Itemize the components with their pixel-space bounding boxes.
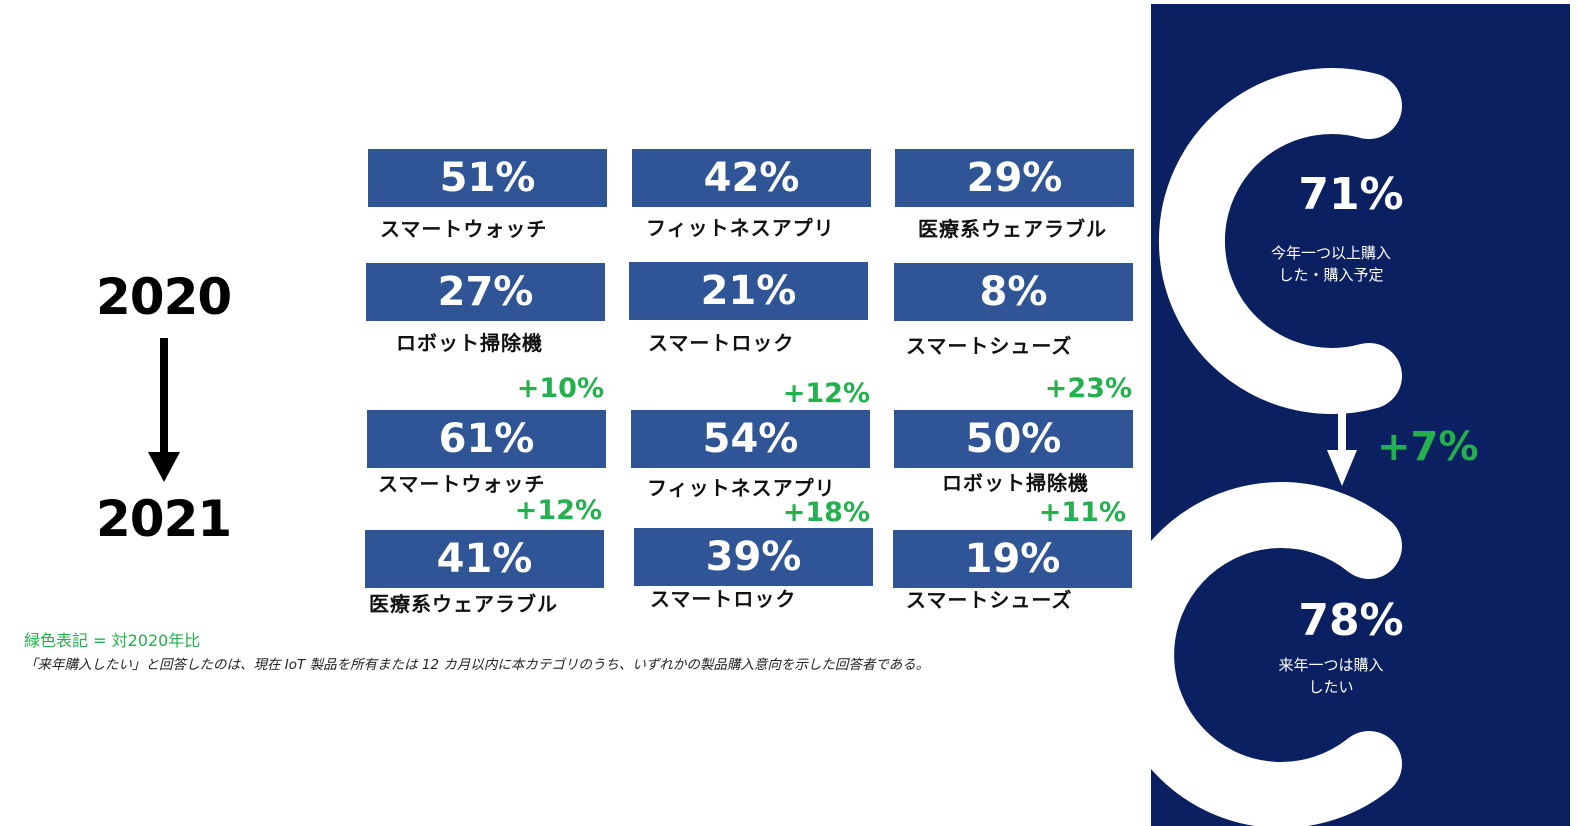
- summary-rings: [1151, 68, 1402, 826]
- tile-2021-smartwatch-label: スマートウォッチ: [378, 472, 546, 496]
- tile-2021-smartwatch-value: 61%: [367, 410, 606, 468]
- tile-2021-smart-lock-label: スマートロック: [650, 587, 797, 611]
- tile-2020-robot-vacuum-label: ロボット掃除機: [396, 331, 543, 355]
- tile-2020-smart-shoes-value: 8%: [894, 263, 1133, 321]
- tile-2021-robot-vacuum-label: ロボット掃除機: [942, 471, 1089, 495]
- year-arrow-shaft: [160, 338, 168, 458]
- tile-2020-smart-lock-value: 21%: [629, 262, 868, 320]
- tile-2020-smart-shoes-label: スマートシューズ: [906, 334, 1073, 358]
- tile-2021-robot-vacuum-value: 50%: [894, 410, 1133, 468]
- footnote: 「来年購入したい」と回答したのは、現在 IoT 製品を所有または 12 カ月以内…: [24, 657, 930, 673]
- tile-2020-fitness-app-value: 42%: [632, 149, 871, 207]
- tile-2021-fitness-app-label: フィットネスアプリ: [647, 476, 836, 500]
- top-ring-value: 71%: [1298, 169, 1404, 220]
- tile-2020-medical-wearable-label: 医療系ウェアラブル: [918, 217, 1107, 241]
- delta-2021-smartwatch: +10%: [516, 373, 604, 404]
- tile-2021-medical-wearable-value: 41%: [365, 530, 604, 588]
- tile-2020-fitness-app-label: フィットネスアプリ: [646, 216, 835, 240]
- delta-2021-smart-lock: +18%: [782, 497, 870, 528]
- tile-2020-smartwatch-label: スマートウォッチ: [380, 217, 548, 241]
- delta-2021-fitness-app: +12%: [782, 378, 870, 409]
- top-ring-caption-line1: 今年一つ以上購入: [1270, 244, 1391, 262]
- panel-change: +7%: [1377, 424, 1479, 470]
- tile-2021-smart-lock-value: 39%: [634, 528, 873, 586]
- tile-2021-smart-shoes-label: スマートシューズ: [906, 588, 1073, 612]
- bottom-ring-arc-icon: [1151, 482, 1402, 826]
- year-arrow-head-icon: [148, 452, 180, 482]
- panel-arrow-head-icon: [1327, 450, 1357, 486]
- tile-2020-smartwatch-value: 51%: [368, 149, 607, 207]
- tile-2021-medical-wearable-label: 医療系ウェアラブル: [369, 592, 558, 616]
- bottom-ring-value: 78%: [1298, 595, 1404, 646]
- tile-2020-robot-vacuum-value: 27%: [366, 263, 605, 321]
- delta-2021-smart-shoes: +11%: [1038, 497, 1126, 528]
- tile-2020-smart-lock-label: スマートロック: [648, 331, 795, 355]
- top-ring-caption-line2: した・購入予定: [1278, 266, 1384, 284]
- bottom-ring-caption-line1: 来年一つは購入: [1278, 656, 1384, 674]
- bottom-ring-caption-line2: したい: [1308, 678, 1354, 696]
- legend-note: 緑色表記 = 対2020年比: [24, 631, 201, 650]
- delta-2021-robot-vacuum: +23%: [1044, 373, 1132, 404]
- panel-arrow-shaft: [1338, 402, 1346, 452]
- tile-2020-medical-wearable-value: 29%: [895, 149, 1134, 207]
- year-2021-label: 2021: [96, 490, 232, 548]
- year-2020-label: 2020: [96, 268, 232, 326]
- tile-2021-fitness-app-value: 54%: [631, 410, 870, 468]
- delta-2021-medical-wearable: +12%: [514, 495, 602, 526]
- summary-panel: 71% 今年一つ以上購入 した・購入予定 +7% 78% 来年一つは購入 したい: [1151, 4, 1570, 826]
- top-ring-arc-icon: [1159, 68, 1402, 414]
- tile-2021-smart-shoes-value: 19%: [893, 530, 1132, 588]
